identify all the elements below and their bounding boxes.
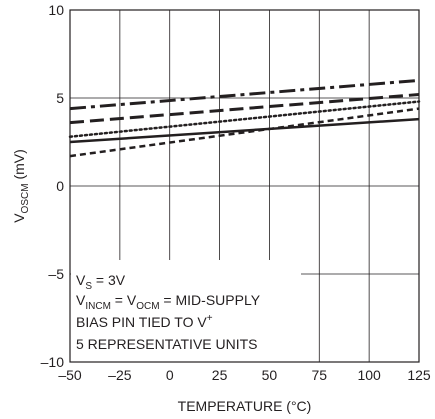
annotation-line-common-mode: VINCM = VOCM = MID-SUPPLY — [76, 292, 261, 312]
annotation-line-supply: VS = 3V — [76, 272, 126, 292]
x-axis-title: TEMPERATURE (°C) — [178, 398, 312, 414]
y-tick-label: 10 — [48, 2, 64, 18]
series-lines — [68, 78, 421, 158]
x-tick-label: 0 — [166, 367, 174, 383]
plot-frame — [69, 9, 420, 363]
series-line-dash — [69, 93, 420, 125]
annotation-box: VS = 3V VINCM = VOCM = MID-SUPPLY BIAS P… — [71, 260, 301, 363]
y-axis-title: VOSCM (mV) — [11, 149, 31, 223]
x-tick-label: –25 — [108, 367, 132, 383]
y-tick-labels: –10 –5 0 5 10 — [41, 2, 65, 370]
y-tick-label: 0 — [56, 178, 64, 194]
y-tick-label: –10 — [41, 354, 65, 370]
x-tick-label: 125 — [407, 367, 431, 383]
annotation-line-units: 5 REPRESENTATIVE UNITS — [76, 336, 258, 352]
x-tick-label: 50 — [262, 367, 278, 383]
x-tick-label: 75 — [311, 367, 327, 383]
annotation-line-bias: BIAS PIN TIED TO V+ — [76, 313, 213, 330]
y-tick-label: –5 — [48, 266, 64, 282]
y-tick-label: 5 — [56, 90, 64, 106]
series-line-dashdot — [69, 78, 420, 111]
x-tick-labels: –50 –25 0 25 50 75 100 125 — [58, 367, 431, 383]
x-tick-label: –50 — [58, 367, 82, 383]
series-line-shortdash — [69, 107, 420, 158]
series-line-solid — [69, 117, 420, 144]
annotation-background — [71, 260, 301, 363]
x-tick-label: 100 — [357, 367, 381, 383]
series-line-dot — [68, 100, 421, 138]
x-tick-label: 25 — [212, 367, 228, 383]
